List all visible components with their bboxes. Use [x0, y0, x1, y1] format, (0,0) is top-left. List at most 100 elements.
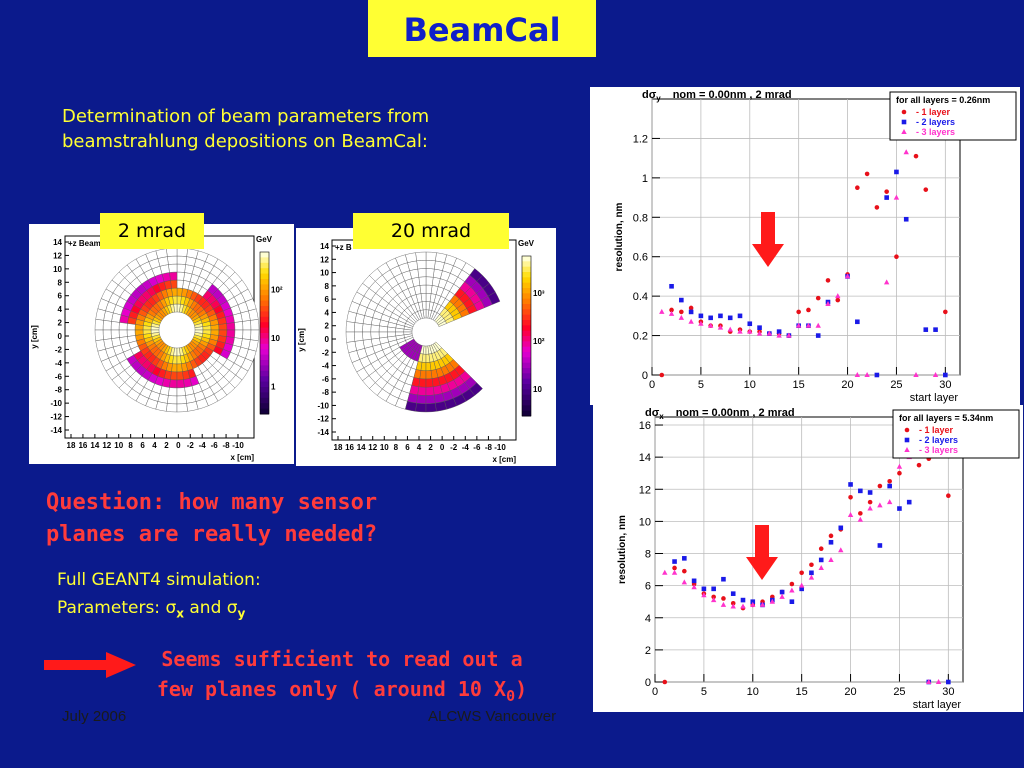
detector-cell	[210, 329, 220, 336]
map-x-tick-label: 0	[176, 441, 181, 450]
detector-cell	[417, 386, 427, 396]
y-tick-label: 1.2	[633, 133, 648, 145]
data-point-layer3	[717, 324, 724, 330]
detector-cell	[425, 386, 435, 396]
detector-cell	[345, 321, 356, 333]
detector-cell	[415, 251, 427, 262]
data-point-layer2	[682, 556, 687, 561]
legend-marker-layer3	[904, 447, 910, 452]
map-y-tick-label: -14	[50, 426, 62, 435]
legend-box	[892, 409, 1020, 459]
detector-cell	[110, 329, 120, 339]
detector-cell	[176, 247, 188, 257]
detector-cell	[469, 382, 483, 396]
data-point-layer3	[886, 499, 893, 505]
legend-header: for all layers = 0.26nm	[896, 95, 990, 105]
detector-cell	[102, 320, 112, 331]
color-scale-step	[522, 330, 531, 337]
map-x-tick-label: 8	[394, 443, 399, 452]
data-point-layer3	[707, 322, 714, 328]
data-point-layer2	[855, 319, 860, 325]
detector-cell	[95, 308, 106, 321]
map-x-tick-label: 14	[357, 443, 366, 452]
map-x-tick-label: -8	[223, 441, 231, 450]
color-scale-step	[260, 387, 269, 393]
data-point-layer2	[750, 599, 756, 604]
map-x-tick-label: 8	[128, 441, 133, 450]
color-scale-step	[522, 266, 531, 273]
map-x-tick-label: 12	[368, 443, 377, 452]
color-scale-step	[522, 378, 531, 385]
detector-cell	[242, 329, 252, 340]
detector-cell	[169, 379, 178, 389]
x-tick-label: 10	[744, 379, 756, 391]
map-y-tick-label: -12	[317, 415, 329, 424]
data-point-layer1	[672, 565, 677, 571]
detector-cell	[248, 339, 259, 352]
color-scale-step	[260, 392, 269, 399]
data-point-layer2	[874, 372, 880, 378]
detector-cell	[118, 322, 128, 331]
legend-marker-layer3	[901, 129, 907, 134]
map-x-tick-label: 10	[380, 443, 389, 452]
data-point-layer2	[727, 315, 733, 321]
data-point-layer3	[730, 603, 736, 609]
map-x-tick-label: -4	[199, 441, 207, 450]
data-point-layer2	[867, 490, 873, 495]
color-scale-step	[522, 410, 531, 417]
data-point-layer1	[679, 309, 684, 315]
map-x-tick-label: 6	[140, 441, 145, 450]
data-point-layer2	[701, 586, 707, 592]
detector-cell	[176, 395, 187, 405]
map-y-tick-label: -4	[322, 362, 330, 371]
data-point-layer1	[894, 254, 899, 260]
data-point-layer2	[903, 216, 909, 222]
map-y-tick-label: 6	[58, 292, 63, 301]
y-tick-label: 0	[645, 677, 651, 689]
data-point-layer1	[669, 307, 674, 313]
map-y-tick-label: 10	[53, 265, 62, 274]
map-y-tick-label: 10	[320, 269, 329, 278]
data-point-layer1	[897, 470, 902, 476]
map-y-tick-label: 12	[320, 255, 329, 264]
data-point-layer3	[838, 547, 844, 553]
color-scale-tick-label: 10²	[271, 286, 283, 295]
data-point-layer3	[691, 584, 697, 590]
data-point-layer2	[884, 195, 889, 200]
data-point-layer2	[737, 313, 743, 319]
y-tick-label: 0	[642, 370, 648, 382]
x-tick-label: 20	[841, 379, 853, 391]
map-x-tick-label: 14	[90, 441, 99, 450]
detector-cell	[134, 324, 144, 331]
detector-cell	[166, 403, 178, 413]
y-axis-label: resolution, nm	[614, 202, 625, 271]
detector-cell	[425, 293, 432, 302]
color-scale-step	[260, 381, 269, 388]
chart-title: dσy nom = 0.00nm , 2 mrad	[642, 89, 792, 103]
data-point-layer3	[828, 556, 834, 562]
map-x-tick-label: 2	[164, 441, 169, 450]
data-point-layer3	[710, 597, 717, 603]
params-and: and	[183, 598, 227, 618]
data-point-layer1	[796, 309, 801, 315]
data-point-layer1	[913, 153, 919, 159]
data-point-layer3	[896, 463, 903, 469]
parameters-line: Parameters: σx and σy	[57, 594, 261, 627]
data-point-layer3	[779, 593, 785, 599]
data-point-layer1	[946, 493, 951, 498]
detector-cell	[218, 329, 228, 337]
data-point-layer2	[848, 482, 853, 487]
data-point-layer3	[759, 601, 766, 607]
detector-cell	[425, 251, 437, 262]
conclusion-text: Seems sufficient to read out a few plane…	[140, 644, 544, 711]
conclusion-end: )	[515, 677, 528, 701]
x-tick-label: 5	[698, 379, 704, 391]
color-scale-step	[260, 295, 269, 302]
color-scale-step	[522, 298, 531, 305]
detector-cell	[168, 387, 178, 397]
map-y-tick-label: -10	[317, 401, 329, 410]
detector-cell	[425, 260, 436, 270]
map-y-tick-label: 2	[58, 319, 63, 328]
data-point-layer3	[818, 564, 824, 570]
data-point-layer1	[688, 305, 694, 311]
